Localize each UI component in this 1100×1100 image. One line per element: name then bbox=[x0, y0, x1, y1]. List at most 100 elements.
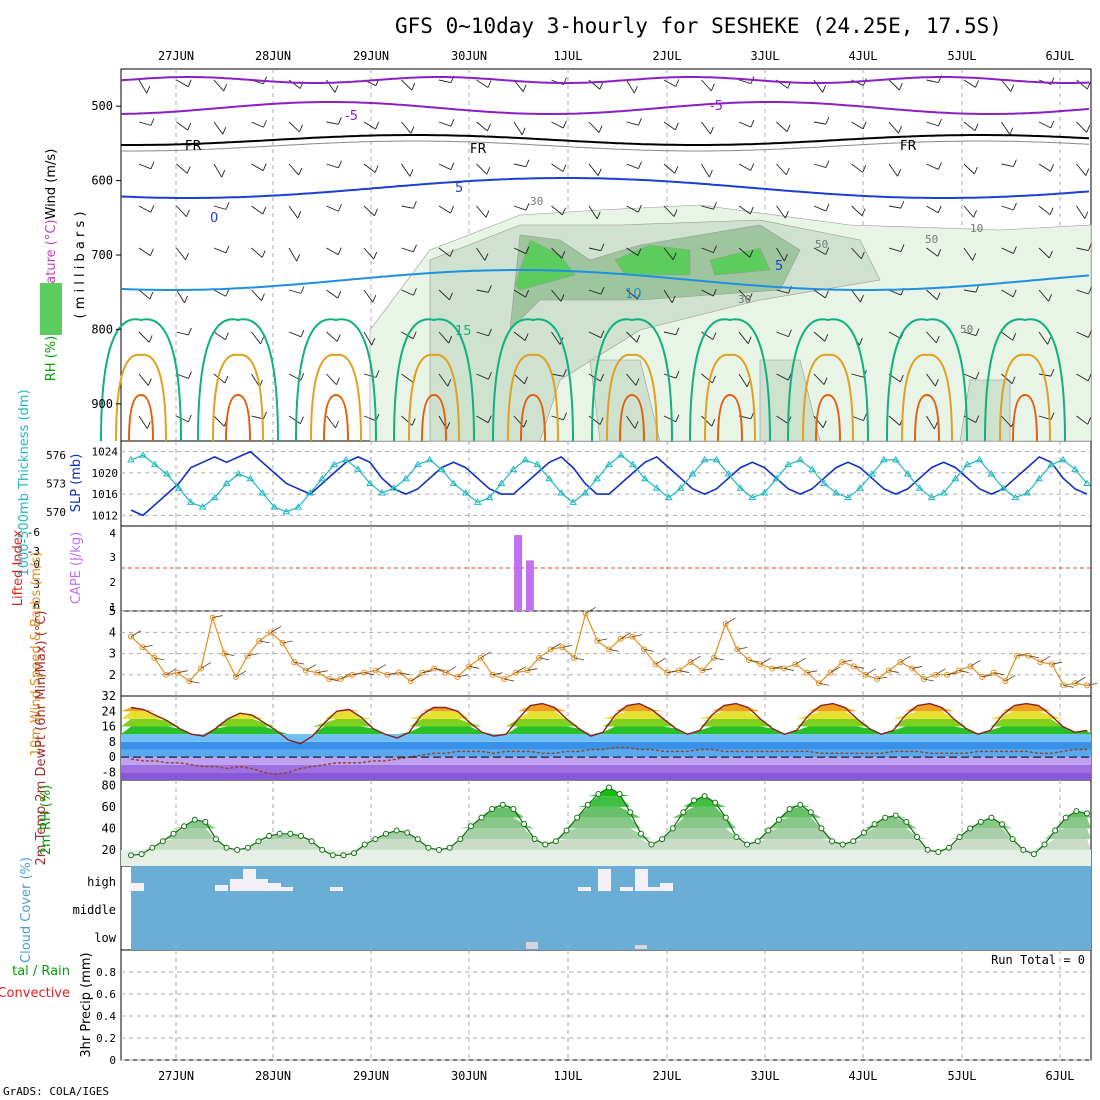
wind-barb-flag bbox=[858, 337, 863, 346]
temp-band bbox=[121, 764, 1091, 773]
wind-barb-flag bbox=[711, 419, 716, 427]
wind-marker bbox=[267, 629, 274, 636]
thickness-marker bbox=[210, 493, 219, 501]
wind-barb-flag bbox=[712, 332, 717, 340]
rh-marker bbox=[329, 852, 336, 859]
lifted-tick: 6 bbox=[33, 599, 40, 612]
lifted-tick: -3 bbox=[27, 545, 40, 558]
wind-marker bbox=[1002, 678, 1009, 685]
thickness-marker bbox=[127, 455, 135, 463]
rh-marker bbox=[733, 833, 740, 840]
wind-barb-flag bbox=[750, 119, 755, 128]
temp-band bbox=[121, 757, 1091, 765]
bottom-date-label: 30JUN bbox=[451, 1069, 487, 1083]
wind-barb bbox=[738, 289, 750, 301]
wind-barb-flag bbox=[523, 419, 528, 428]
rh-marker bbox=[266, 832, 273, 839]
temp-contour-15 bbox=[591, 318, 673, 442]
wind-barb bbox=[1076, 415, 1088, 425]
wind-barb bbox=[288, 331, 302, 338]
wind-marker bbox=[442, 669, 449, 676]
rh-marker bbox=[871, 821, 878, 828]
wind-barb-flag bbox=[525, 203, 530, 211]
wind-barb bbox=[588, 247, 602, 252]
thickness-marker bbox=[413, 460, 422, 468]
wind-barb-flag bbox=[600, 243, 605, 251]
wind-marker bbox=[979, 673, 986, 680]
rh-marker bbox=[542, 841, 549, 848]
wind-barb-flag bbox=[335, 420, 339, 429]
bottom-date-label: 28JUN bbox=[255, 1069, 291, 1083]
cape-tick: 4 bbox=[109, 527, 116, 540]
wind-marker bbox=[675, 667, 682, 674]
contour-label: 10 bbox=[970, 222, 983, 235]
wind-barb-flag bbox=[146, 421, 151, 429]
wind-barb bbox=[1076, 163, 1087, 176]
wind-barb bbox=[1076, 79, 1088, 90]
wind-barb bbox=[213, 415, 225, 427]
wind-barb bbox=[138, 79, 148, 94]
wind-barb-flag bbox=[224, 332, 229, 340]
wind-barb bbox=[1076, 205, 1086, 219]
wind-marker bbox=[955, 667, 962, 674]
wind-barb bbox=[363, 415, 377, 422]
panel-frame-1 bbox=[120, 440, 1092, 527]
thickness-marker bbox=[425, 455, 434, 463]
wind10-barb bbox=[993, 672, 1004, 676]
rh-marker bbox=[797, 801, 804, 808]
wind-barb bbox=[626, 205, 639, 213]
wind-barb bbox=[1038, 163, 1051, 172]
wind10-barb bbox=[888, 670, 899, 673]
wind-barb bbox=[738, 163, 751, 171]
thickness-marker bbox=[736, 484, 745, 491]
rh-marker bbox=[1030, 851, 1037, 858]
wind10-barb bbox=[235, 670, 247, 678]
thickness-marker bbox=[820, 479, 828, 486]
wind-barb-flag bbox=[637, 248, 642, 256]
thickness-marker bbox=[748, 493, 757, 501]
temp-fill-band bbox=[121, 703, 1091, 712]
wind-barb bbox=[551, 373, 564, 377]
wind-barb-flag bbox=[487, 123, 491, 132]
wind-marker bbox=[815, 680, 822, 687]
rh-fill-band bbox=[121, 806, 1091, 818]
wind-barb-flag bbox=[860, 251, 865, 260]
wind-marker bbox=[1084, 682, 1090, 689]
y-tick-label: 500 bbox=[91, 99, 113, 113]
wind-marker bbox=[162, 671, 169, 678]
wind-marker bbox=[1072, 680, 1079, 687]
wind-marker bbox=[489, 671, 496, 678]
wind10-barb bbox=[981, 674, 993, 678]
wind-barb bbox=[663, 205, 675, 217]
thickness-marker bbox=[652, 484, 661, 491]
wind-barb-flag bbox=[223, 83, 228, 92]
wind10-barb bbox=[1086, 683, 1098, 686]
rh-marker bbox=[903, 818, 910, 825]
wind-barb-flag bbox=[149, 291, 154, 300]
wind10-barb bbox=[1016, 653, 1028, 657]
wind-barb bbox=[551, 121, 564, 129]
thickness-marker bbox=[461, 488, 470, 496]
wind-marker bbox=[396, 669, 403, 676]
thickness-marker bbox=[390, 484, 398, 491]
wind-barb bbox=[176, 79, 189, 88]
wind-barb bbox=[626, 415, 636, 429]
temp-label: 2m Temp 2m DewPt (6hr Min/Max) (°C) bbox=[34, 611, 49, 866]
wind-marker bbox=[839, 659, 846, 666]
wind-marker bbox=[850, 663, 857, 670]
thickness-marker bbox=[1059, 455, 1067, 463]
wind-barb bbox=[776, 289, 789, 294]
wind-marker bbox=[209, 614, 216, 621]
wind10-barb bbox=[1028, 655, 1039, 659]
wind-barb bbox=[813, 163, 827, 169]
wind10-barb bbox=[469, 665, 480, 669]
wind-barb-flag bbox=[1048, 250, 1053, 259]
wind-barb-flag bbox=[334, 85, 339, 93]
wind10-barb bbox=[760, 657, 771, 665]
wind-barb-flag bbox=[600, 287, 605, 295]
wind-barb-flag bbox=[900, 200, 905, 209]
rh-marker bbox=[648, 841, 655, 848]
rh-marker bbox=[627, 809, 634, 816]
top-date-label: 29JUN bbox=[353, 49, 389, 63]
wind-marker bbox=[547, 646, 554, 653]
